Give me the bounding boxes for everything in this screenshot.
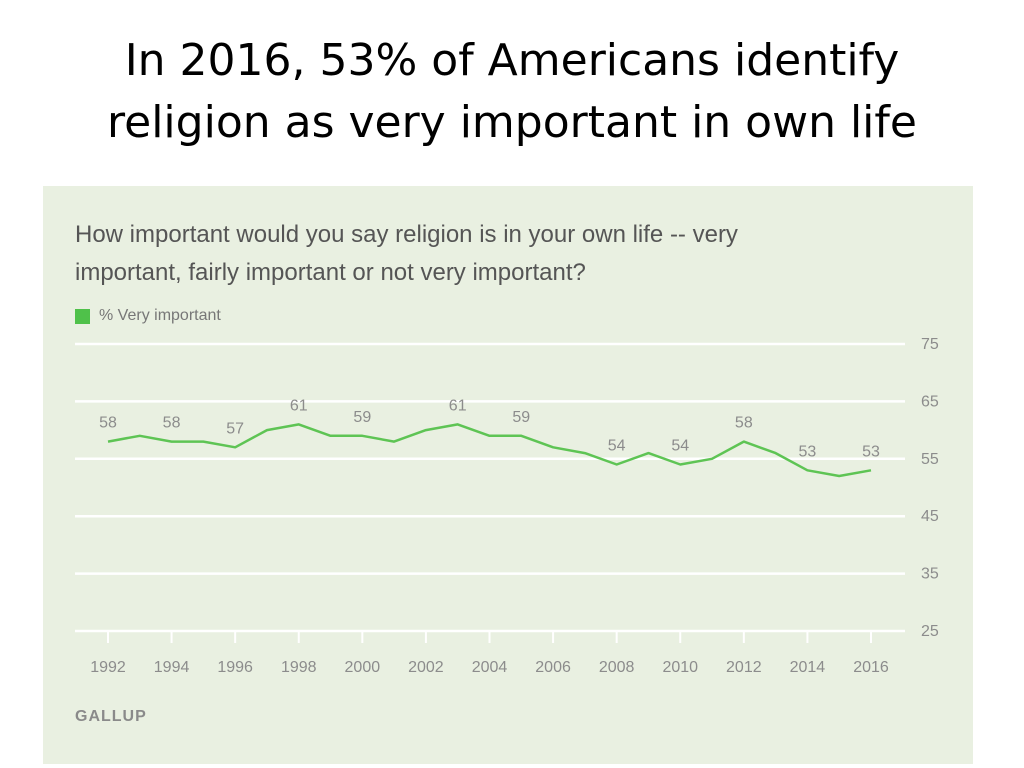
data-label: 53 <box>862 443 880 460</box>
data-label: 58 <box>735 415 753 432</box>
data-label: 54 <box>608 438 626 455</box>
legend-swatch <box>75 308 90 324</box>
y-tick-label: 35 <box>921 566 939 583</box>
data-label: 61 <box>449 397 467 414</box>
data-label: 58 <box>99 415 117 432</box>
x-tick-label: 1992 <box>90 659 126 676</box>
source-label: GALLUP <box>75 708 147 725</box>
slide-title: In 2016, 53% of Americans identify relig… <box>40 30 984 154</box>
y-tick-label: 45 <box>921 508 939 525</box>
data-label: 58 <box>163 415 181 432</box>
data-label: 59 <box>353 409 371 426</box>
data-label: 53 <box>799 443 817 460</box>
data-label: 57 <box>226 420 244 437</box>
y-tick-label: 65 <box>921 393 939 410</box>
series-line <box>107 423 872 478</box>
x-tick-label: 1998 <box>281 659 317 676</box>
slide-title-line-1: In 2016, 53% of Americans identify <box>124 35 900 86</box>
x-tick-label: 2002 <box>408 659 444 676</box>
data-label: 59 <box>512 409 530 426</box>
x-tick-label: 2006 <box>535 659 571 676</box>
chart-question-line-2: important, fairly important or not very … <box>75 259 586 286</box>
line-chart: 25 35 45 55 65 75 1992 1994 1996 1998 2000 2002 2004… <box>75 336 939 676</box>
x-tick-label: 2004 <box>472 659 508 676</box>
chart-question: How important would you say religion is … <box>75 216 935 292</box>
data-label: 54 <box>671 438 689 455</box>
chart-legend: % Very important <box>75 307 221 325</box>
x-tick-label: 2008 <box>599 659 635 676</box>
chart-panel: How important would you say religion is … <box>43 186 973 764</box>
x-tick-label: 2000 <box>345 659 381 676</box>
y-tick-label: 75 <box>921 336 939 353</box>
x-tick-label: 2010 <box>662 659 698 676</box>
legend-label: % Very important <box>99 307 221 324</box>
x-tick-label: 2014 <box>790 659 826 676</box>
chart-question-line-1: How important would you say religion is … <box>75 221 738 248</box>
x-tick-label: 2016 <box>853 659 889 676</box>
slide-title-line-2: religion as very important in own life <box>107 97 917 148</box>
y-tick-label: 55 <box>921 451 939 468</box>
x-tick-label: 1996 <box>217 659 253 676</box>
data-label: 61 <box>290 397 308 414</box>
x-tick-label: 2012 <box>726 659 762 676</box>
y-tick-label: 25 <box>921 623 939 640</box>
x-tick-label: 1994 <box>154 659 190 676</box>
